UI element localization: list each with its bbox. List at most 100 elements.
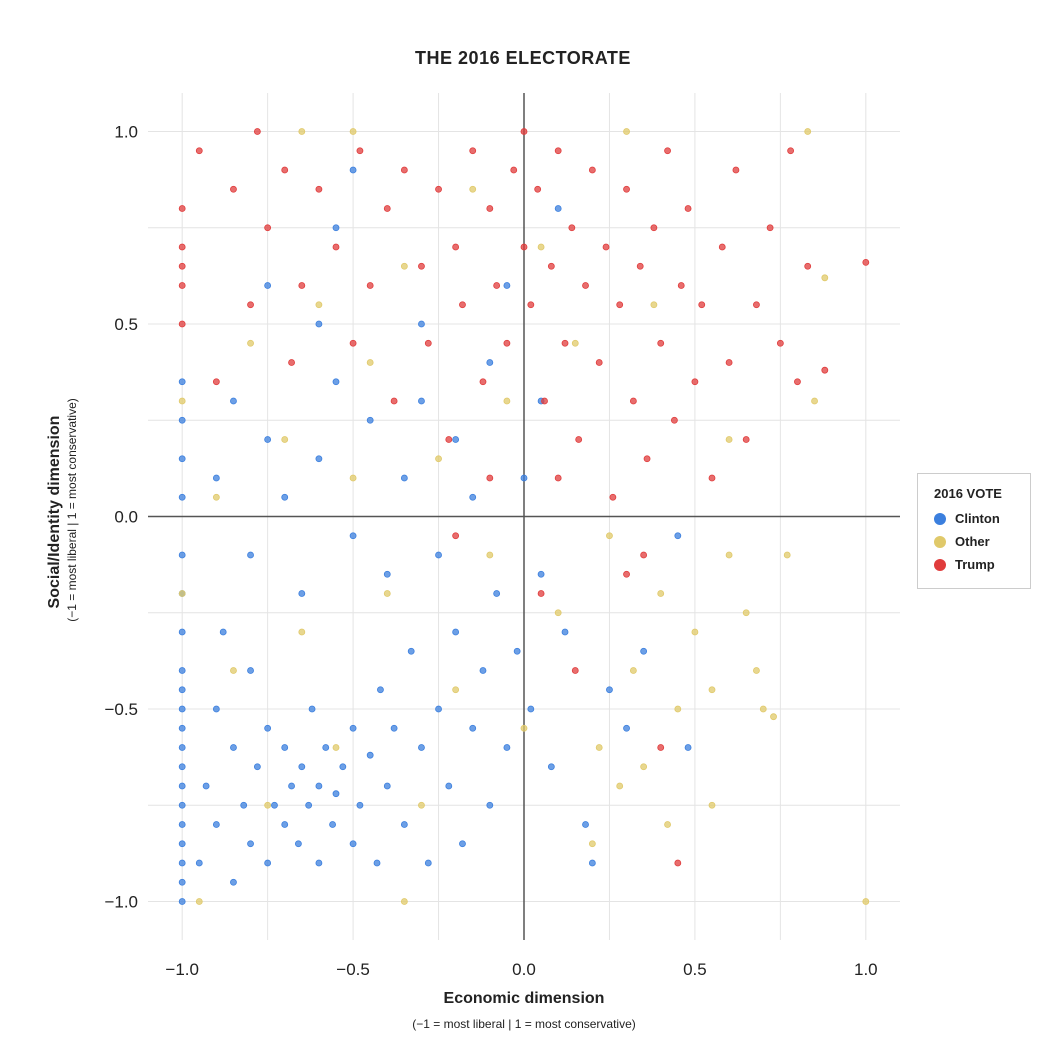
legend-label: Trump	[955, 557, 995, 572]
data-point-other	[629, 667, 637, 674]
data-point-clinton	[349, 532, 357, 540]
data-point-clinton	[178, 840, 186, 848]
data-point-clinton	[452, 628, 460, 636]
data-point-other	[640, 763, 648, 771]
data-point-trump	[677, 282, 685, 289]
data-point-other	[657, 590, 665, 597]
data-point-clinton	[195, 859, 203, 867]
data-point-trump	[537, 590, 545, 597]
data-point-clinton	[264, 724, 272, 732]
data-point-trump	[571, 667, 579, 674]
data-point-other	[298, 128, 306, 135]
x-tick-label: 1.0	[854, 960, 878, 979]
data-point-clinton	[527, 705, 535, 713]
data-point-clinton	[582, 821, 589, 828]
data-point-clinton	[339, 763, 347, 771]
data-point-trump	[753, 301, 760, 309]
data-point-trump	[643, 455, 651, 463]
data-point-trump	[400, 166, 408, 174]
data-point-clinton	[332, 224, 340, 232]
data-point-clinton	[178, 821, 186, 828]
data-point-clinton	[178, 782, 186, 790]
data-point-trump	[640, 551, 648, 559]
data-point-trump	[178, 262, 186, 270]
data-point-clinton	[479, 667, 487, 674]
data-point-clinton	[332, 790, 340, 798]
legend-item-clinton: Clinton	[934, 507, 1030, 530]
data-point-other	[366, 359, 374, 366]
data-point-trump	[657, 339, 665, 347]
data-point-clinton	[178, 667, 186, 674]
data-point-trump	[469, 147, 477, 155]
x-tick-label: 0.5	[683, 960, 707, 979]
zero-axes	[148, 93, 900, 940]
data-point-trump	[366, 282, 374, 289]
data-point-other	[664, 821, 671, 828]
data-point-clinton	[640, 647, 648, 655]
data-point-clinton	[459, 840, 466, 848]
data-point-trump	[650, 224, 658, 232]
data-point-clinton	[281, 493, 289, 501]
data-point-trump	[178, 282, 186, 289]
data-point-clinton	[400, 474, 408, 482]
data-point-trump	[794, 378, 801, 386]
data-point-other	[554, 609, 562, 617]
data-point-other	[349, 128, 357, 135]
data-point-clinton	[247, 667, 254, 674]
series-trump	[178, 128, 870, 867]
data-point-trump	[708, 474, 716, 482]
data-point-trump	[178, 320, 186, 328]
data-point-trump	[609, 493, 617, 501]
data-point-trump	[281, 166, 289, 174]
data-point-trump	[178, 205, 186, 212]
data-point-trump	[534, 185, 542, 193]
data-point-other	[298, 628, 306, 636]
data-point-other	[178, 590, 186, 597]
data-point-clinton	[383, 782, 391, 790]
data-point-other	[725, 551, 733, 559]
data-point-clinton	[178, 898, 186, 905]
legend-swatch-clinton	[934, 512, 946, 525]
data-point-trump	[230, 185, 237, 193]
data-point-trump	[547, 262, 555, 270]
data-point-clinton	[493, 590, 501, 597]
data-point-clinton	[212, 705, 220, 713]
data-point-trump	[479, 378, 487, 386]
data-point-trump	[742, 436, 750, 443]
data-point-other	[804, 128, 812, 135]
data-point-trump	[595, 359, 603, 366]
data-point-trump	[541, 397, 548, 405]
data-point-other	[435, 455, 442, 463]
data-point-clinton	[435, 551, 442, 559]
data-point-clinton	[349, 840, 357, 848]
data-point-other	[595, 744, 603, 751]
x-axis-label: Economic dimension	[443, 990, 605, 1007]
data-point-clinton	[520, 474, 528, 482]
tick-labels: −1.0 −0.5 0.0 0.5 1.0 1.0 0.5 0.0 −0.5 −1.0	[104, 123, 877, 980]
data-point-clinton	[561, 628, 569, 636]
data-point-trump	[776, 339, 784, 347]
data-point-clinton	[435, 705, 442, 713]
data-point-clinton	[219, 628, 227, 636]
data-point-trump	[732, 166, 740, 174]
data-point-clinton	[178, 628, 186, 636]
data-point-trump	[862, 258, 870, 266]
data-point-trump	[493, 282, 501, 289]
data-point-clinton	[178, 801, 186, 809]
data-point-other	[383, 590, 391, 597]
y-tick-label: 0.0	[114, 508, 138, 527]
chart-title: THE 2016 ELECTORATE	[415, 48, 631, 68]
data-point-clinton	[315, 455, 323, 463]
data-point-trump	[554, 474, 562, 482]
data-point-clinton	[298, 763, 306, 771]
data-point-other	[571, 339, 579, 347]
data-point-trump	[459, 301, 466, 309]
data-point-other	[742, 609, 750, 617]
data-point-clinton	[230, 878, 237, 886]
data-point-trump	[349, 339, 357, 347]
data-point-clinton	[684, 744, 692, 751]
data-point-trump	[486, 474, 494, 482]
data-point-trump	[684, 205, 692, 212]
data-point-trump	[383, 205, 391, 212]
data-point-other	[691, 628, 699, 636]
